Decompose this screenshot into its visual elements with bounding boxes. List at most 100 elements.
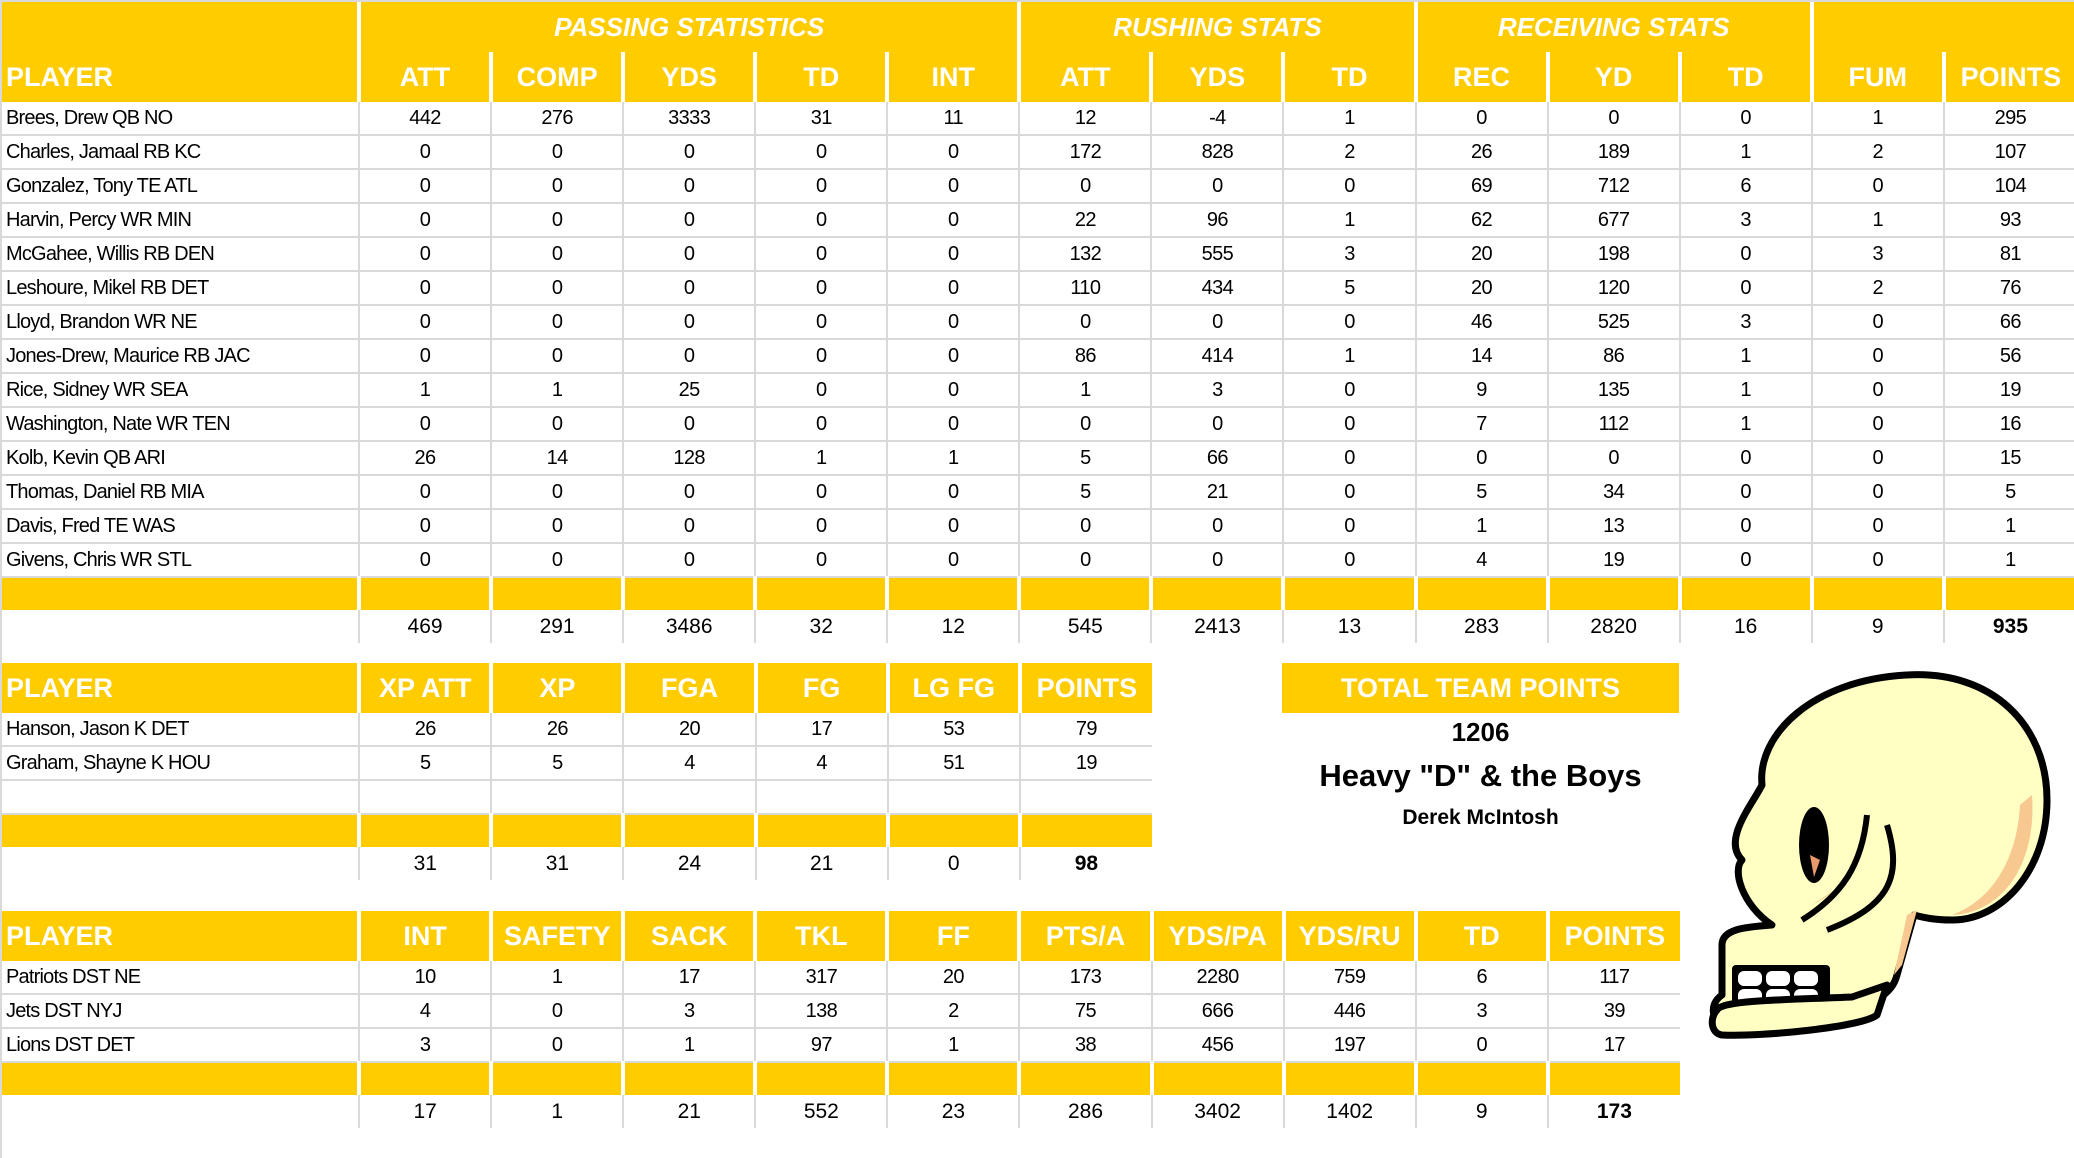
stat-cell[interactable]: 0: [622, 305, 756, 340]
stat-cell[interactable]: 20: [1414, 237, 1548, 272]
stat-cell[interactable]: 3: [1678, 203, 1812, 238]
player-name-cell[interactable]: Brees, Drew QB NO: [2, 102, 360, 136]
stat-cell[interactable]: 0: [490, 305, 624, 340]
stat-cell[interactable]: 0: [1678, 102, 1812, 136]
stat-cell[interactable]: 38: [1018, 1028, 1152, 1063]
stat-cell[interactable]: 0: [886, 373, 1020, 408]
stat-cell[interactable]: [1018, 780, 1152, 815]
stat-cell[interactable]: 0: [490, 339, 624, 374]
stat-cell[interactable]: 414: [1150, 339, 1284, 374]
player-name-cell[interactable]: [2, 780, 360, 815]
total-points-cell[interactable]: 173: [1546, 1095, 1680, 1128]
stat-cell[interactable]: 19: [1018, 746, 1152, 781]
stat-cell[interactable]: 276: [490, 102, 624, 136]
total-points-cell[interactable]: 98: [1018, 847, 1152, 880]
stat-cell[interactable]: 0: [1282, 441, 1416, 476]
player-name-cell[interactable]: Gonzalez, Tony TE ATL: [2, 169, 360, 204]
stat-cell[interactable]: 1: [1678, 373, 1812, 408]
stat-cell[interactable]: 4: [1414, 543, 1548, 578]
stat-cell[interactable]: 7: [1414, 407, 1548, 442]
stat-cell[interactable]: 6: [1414, 961, 1548, 995]
stat-cell[interactable]: 446: [1282, 994, 1416, 1029]
stat-cell[interactable]: 0: [754, 169, 888, 204]
stat-cell[interactable]: 3: [1282, 237, 1416, 272]
stat-cell[interactable]: 107: [1942, 135, 2074, 170]
player-name-cell[interactable]: Davis, Fred TE WAS: [2, 509, 360, 544]
stat-cell[interactable]: 0: [358, 543, 492, 578]
stat-cell[interactable]: 0: [1282, 509, 1416, 544]
stat-cell[interactable]: 0: [358, 305, 492, 340]
stat-cell[interactable]: 0: [1414, 441, 1548, 476]
stat-cell[interactable]: 0: [886, 509, 1020, 544]
stat-cell[interactable]: 10: [358, 961, 492, 995]
stat-cell[interactable]: 5: [1414, 475, 1548, 510]
stat-cell[interactable]: 1: [490, 961, 624, 995]
stat-cell[interactable]: 128: [622, 441, 756, 476]
stat-cell[interactable]: 0: [754, 407, 888, 442]
stat-cell[interactable]: 0: [754, 543, 888, 578]
stat-cell[interactable]: 26: [358, 713, 492, 747]
stat-cell[interactable]: 76: [1942, 271, 2074, 306]
stat-cell[interactable]: 2: [1810, 135, 1944, 170]
stat-cell[interactable]: 189: [1546, 135, 1680, 170]
stat-cell[interactable]: 0: [1150, 509, 1284, 544]
stat-cell[interactable]: 1: [1414, 509, 1548, 544]
stat-cell[interactable]: 0: [622, 135, 756, 170]
stat-cell[interactable]: 1: [1678, 339, 1812, 374]
stat-cell[interactable]: 17: [754, 713, 888, 747]
stat-cell[interactable]: 0: [1810, 543, 1944, 578]
stat-cell[interactable]: [754, 780, 888, 815]
stat-cell[interactable]: 9: [1414, 373, 1548, 408]
stat-cell[interactable]: 0: [886, 543, 1020, 578]
stat-cell[interactable]: 34: [1546, 475, 1680, 510]
player-name-cell[interactable]: Graham, Shayne K HOU: [2, 746, 360, 781]
stat-cell[interactable]: 0: [358, 509, 492, 544]
stat-cell[interactable]: 198: [1546, 237, 1680, 272]
stat-cell[interactable]: 1: [1282, 102, 1416, 136]
stat-cell[interactable]: 69: [1414, 169, 1548, 204]
stat-cell[interactable]: 1: [1810, 102, 1944, 136]
stat-cell[interactable]: 0: [622, 203, 756, 238]
stat-cell[interactable]: 0: [754, 271, 888, 306]
stat-cell[interactable]: 0: [622, 475, 756, 510]
stat-cell[interactable]: 1: [1678, 135, 1812, 170]
stat-cell[interactable]: 39: [1546, 994, 1680, 1029]
stat-cell[interactable]: 0: [490, 237, 624, 272]
stat-cell[interactable]: 26: [490, 713, 624, 747]
total-cell[interactable]: 469: [358, 610, 492, 643]
total-cell[interactable]: [2, 1095, 359, 1128]
stat-cell[interactable]: 1: [1678, 407, 1812, 442]
stat-cell[interactable]: 135: [1546, 373, 1680, 408]
stat-cell[interactable]: 25: [622, 373, 756, 408]
total-cell[interactable]: 21: [754, 847, 888, 880]
total-cell[interactable]: 291: [490, 610, 624, 643]
stat-cell[interactable]: [490, 780, 624, 815]
stat-cell[interactable]: 66: [1942, 305, 2074, 340]
stat-cell[interactable]: 26: [358, 441, 492, 476]
total-cell[interactable]: 2820: [1546, 610, 1680, 643]
stat-cell[interactable]: 1: [886, 1028, 1020, 1063]
stat-cell[interactable]: 75: [1018, 994, 1152, 1029]
total-cell[interactable]: 31: [490, 847, 624, 880]
stat-cell[interactable]: 0: [358, 169, 492, 204]
stat-cell[interactable]: 0: [490, 475, 624, 510]
stat-cell[interactable]: 0: [358, 271, 492, 306]
total-cell[interactable]: 1: [490, 1095, 624, 1128]
stat-cell[interactable]: 1: [1282, 203, 1416, 238]
stat-cell[interactable]: 2280: [1150, 961, 1284, 995]
total-cell[interactable]: 12: [886, 610, 1020, 643]
stat-cell[interactable]: 104: [1942, 169, 2074, 204]
stat-cell[interactable]: 0: [1678, 237, 1812, 272]
stat-cell[interactable]: 0: [490, 1028, 624, 1063]
stat-cell[interactable]: 0: [490, 543, 624, 578]
stat-cell[interactable]: 434: [1150, 271, 1284, 306]
stat-cell[interactable]: 0: [886, 475, 1020, 510]
stat-cell[interactable]: 0: [886, 169, 1020, 204]
stat-cell[interactable]: 0: [1018, 169, 1152, 204]
stat-cell[interactable]: 0: [754, 305, 888, 340]
stat-cell[interactable]: 0: [754, 475, 888, 510]
stat-cell[interactable]: 0: [1150, 543, 1284, 578]
stat-cell[interactable]: 86: [1546, 339, 1680, 374]
stat-cell[interactable]: 0: [1150, 305, 1284, 340]
stat-cell[interactable]: 828: [1150, 135, 1284, 170]
